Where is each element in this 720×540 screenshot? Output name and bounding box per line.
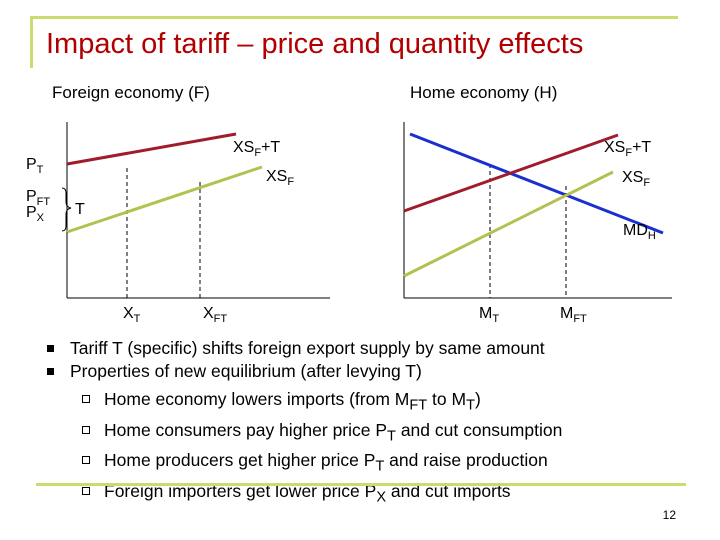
home-shifted-supply-label: XSF+T: [604, 139, 651, 159]
frame-bottom-rule: [36, 483, 686, 486]
pft-label: PFT: [26, 188, 50, 208]
xt-label: XT: [123, 305, 141, 325]
home-demand-curve: [409, 132, 664, 235]
tariff-label: T: [75, 201, 85, 218]
hollow-square-bullet-icon: [82, 395, 90, 403]
home-economy-label: Home economy (H): [410, 83, 558, 102]
bullet-item: Tariff T (specific) shifts foreign expor…: [44, 337, 545, 360]
hollow-square-bullet-icon: [82, 486, 90, 495]
hollow-square-bullet-icon: [82, 456, 90, 464]
tariff-brace: [61, 187, 72, 232]
home-supply-curve: [403, 170, 614, 278]
page-number: 12: [662, 508, 676, 522]
home-supply-label: XSF: [622, 169, 650, 189]
foreign-economy-label: Foreign economy (F): [52, 83, 210, 102]
foreign-shifted-supply-label: XSF+T: [233, 139, 280, 159]
foreign-supply-curve: [66, 165, 263, 234]
home-shifted-supply-curve: [403, 133, 619, 213]
px-label: PX: [26, 204, 45, 224]
mft-label: MFT: [560, 305, 587, 325]
home-demand-label: MDH: [623, 222, 656, 242]
sub-bullet-item: Home economy lowers imports (from MFT to…: [80, 387, 562, 418]
tariff-diagram: PT PFT PX T XSF+T XSF XT XFT XSF+T XSF M…: [26, 122, 672, 325]
sub-bullet-item: Home consumers pay higher price PT and c…: [80, 418, 562, 449]
slide-title: Impact of tariff – price and quantity ef…: [46, 28, 584, 60]
square-bullet-icon: [47, 345, 54, 352]
mt-label: MT: [479, 305, 499, 325]
sub-bullet-item: Home producers get higher price PT and r…: [80, 448, 562, 479]
foreign-shifted-supply-curve: [66, 132, 237, 166]
sub-bullet-list: Home economy lowers imports (from MFT to…: [80, 387, 562, 509]
square-bullet-icon: [47, 368, 54, 375]
hollow-square-bullet-icon: [82, 425, 90, 434]
frame-left-rule: [30, 16, 33, 68]
pt-label: PT: [26, 156, 44, 176]
frame-top-rule: [30, 16, 678, 19]
foreign-supply-label: XSF: [266, 168, 294, 188]
bullet-list: Tariff T (specific) shifts foreign expor…: [44, 337, 545, 383]
bullet-item: Properties of new equilibrium (after lev…: [44, 360, 545, 383]
xft-label: XFT: [203, 305, 227, 325]
